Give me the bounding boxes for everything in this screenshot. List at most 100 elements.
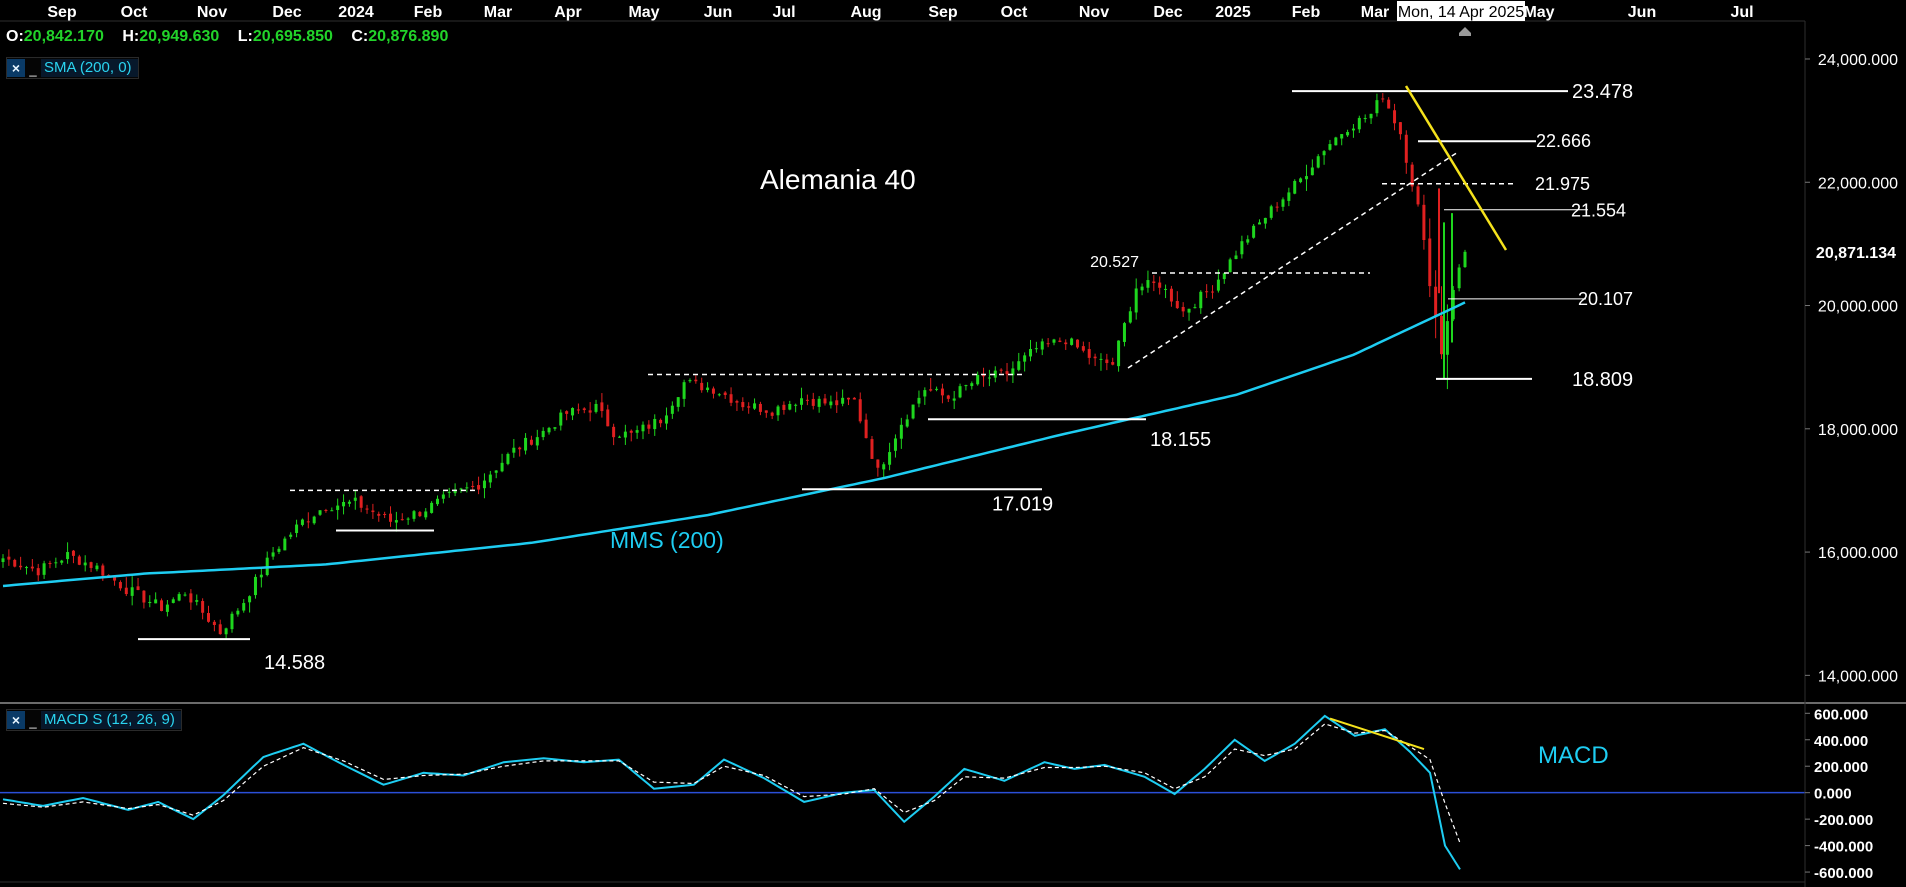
candle <box>13 558 17 568</box>
candle-body <box>946 395 950 399</box>
candle <box>788 400 792 411</box>
minimize-icon[interactable]: _ <box>29 62 37 77</box>
candle-body <box>148 602 152 604</box>
candle-body <box>512 447 516 453</box>
candle <box>500 453 504 473</box>
macd-y-tick-label: -400.000 <box>1814 839 1873 856</box>
candle-body <box>1093 356 1097 359</box>
candle-body <box>465 487 469 489</box>
candle-body <box>353 497 357 501</box>
candle <box>629 429 633 442</box>
candle <box>295 519 299 538</box>
close-icon[interactable]: × <box>7 711 25 729</box>
candle <box>1222 272 1226 284</box>
candle <box>412 510 416 522</box>
candle-body <box>494 470 498 473</box>
open-key: O: <box>6 28 24 45</box>
candle <box>189 589 193 610</box>
label-23478: 23.478 <box>1572 81 1633 103</box>
candle-body <box>588 410 592 413</box>
x-tick-label: 2025 <box>1215 4 1251 21</box>
candle-body <box>383 513 387 515</box>
candle-body <box>300 519 304 525</box>
x-tick-label: Feb <box>1292 4 1321 21</box>
candle-body <box>1387 99 1391 109</box>
low-key: L: <box>237 28 253 45</box>
candle-body <box>635 430 639 433</box>
close-icon[interactable]: × <box>7 59 25 77</box>
candle-body <box>794 404 798 406</box>
candle <box>700 377 704 393</box>
candle <box>559 409 563 431</box>
candle <box>1398 122 1402 140</box>
candle <box>83 555 87 572</box>
candle <box>576 403 580 414</box>
candle <box>1070 337 1074 346</box>
candle-body <box>670 405 674 414</box>
x-tick-label: Sep <box>47 4 77 21</box>
candle-body <box>400 519 404 521</box>
candle <box>1105 353 1109 371</box>
candle <box>706 382 710 393</box>
candle <box>253 574 257 599</box>
candle <box>1416 183 1420 207</box>
candle-body <box>841 397 845 404</box>
candle <box>800 387 804 410</box>
candle-body <box>477 485 481 490</box>
candle <box>54 557 58 568</box>
candle-body <box>706 387 710 391</box>
candle <box>823 393 827 406</box>
x-tick-label: Dec <box>1153 4 1182 21</box>
candle-body <box>13 559 17 567</box>
candle <box>1081 341 1085 353</box>
candle-body <box>565 411 569 414</box>
candle-body <box>811 398 815 406</box>
macd-title: MACD <box>1538 742 1609 769</box>
sma-indicator-label: SMA (200, 0) <box>41 59 138 77</box>
candle <box>940 383 944 404</box>
high-key: H: <box>122 28 140 45</box>
sma-series: MMS (200) <box>2 301 1466 588</box>
candle <box>805 394 809 406</box>
candle-body <box>1040 341 1044 350</box>
minimize-icon[interactable]: _ <box>29 714 37 729</box>
candle <box>406 517 410 525</box>
candle <box>36 563 40 581</box>
candle-body <box>453 489 457 494</box>
candle <box>195 594 199 606</box>
candle-body <box>365 508 369 510</box>
candle <box>118 580 122 591</box>
candle-body <box>201 601 205 613</box>
candle <box>160 598 164 612</box>
candle <box>870 436 874 459</box>
crosshair-date-label: Mon, 14 Apr 2025 <box>1398 4 1524 21</box>
candle <box>723 391 727 399</box>
candle <box>1087 341 1091 365</box>
candle <box>24 565 28 575</box>
label-18155: 18.155 <box>1150 429 1211 451</box>
candle-body <box>852 397 856 400</box>
candle <box>300 518 304 527</box>
candle <box>899 417 903 449</box>
candle-body <box>764 410 768 413</box>
candle-body <box>1252 225 1256 238</box>
candle <box>441 491 445 504</box>
candle-body <box>688 380 692 382</box>
candle <box>753 398 757 410</box>
candle-body <box>1087 349 1091 358</box>
candle <box>1422 194 1426 250</box>
candle-body <box>823 398 827 404</box>
candle <box>95 562 99 572</box>
macd-y-tick-label: -200.000 <box>1814 812 1873 829</box>
candle-body <box>817 398 821 407</box>
macd-y-tick-label: 200.000 <box>1814 759 1868 776</box>
candle-body <box>1257 222 1261 225</box>
candle-body <box>1269 206 1273 218</box>
macd-indicator-chip[interactable]: × _ MACD S (12, 26, 9) <box>6 709 182 731</box>
sma-indicator-chip[interactable]: × _ SMA (200, 0) <box>6 57 139 79</box>
candle <box>324 508 328 513</box>
candle-body <box>518 447 522 450</box>
candle <box>1263 217 1267 229</box>
candle <box>1134 278 1138 320</box>
